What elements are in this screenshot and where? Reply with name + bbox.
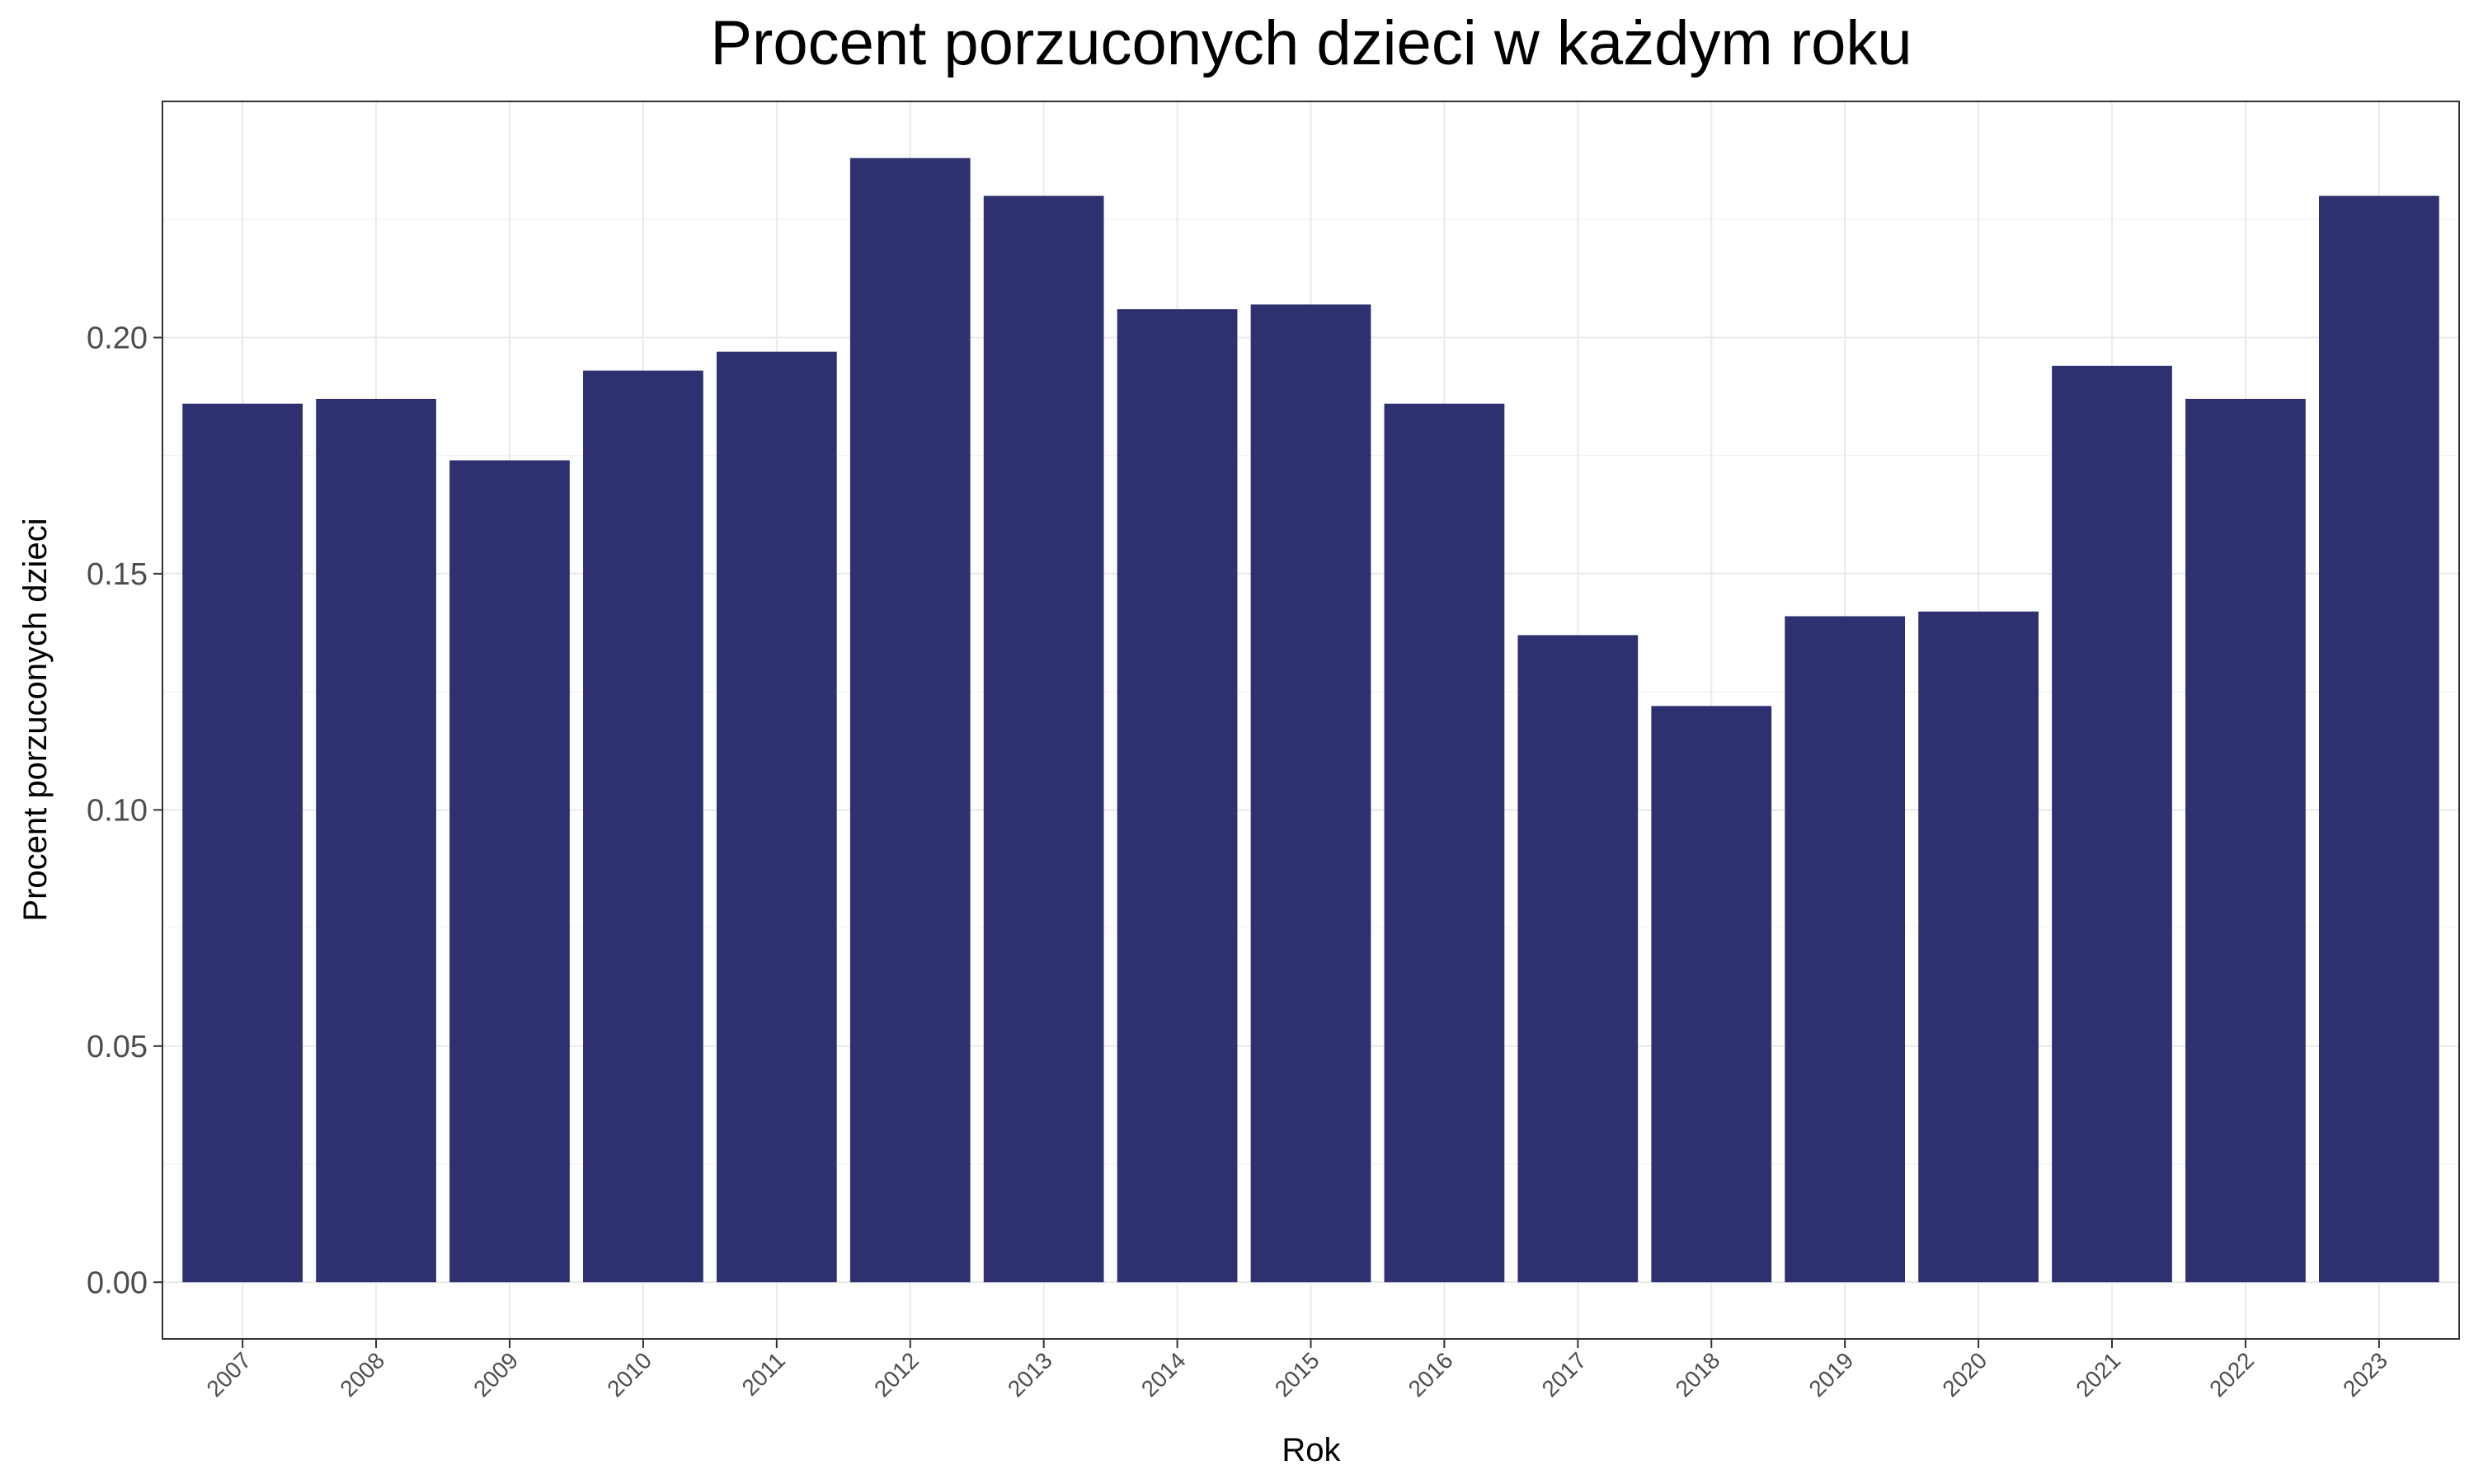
chart-title: Procent porzuconych dzieci w każdym roku	[710, 8, 1912, 78]
y-tick-label: 0.15	[87, 557, 148, 592]
bar-2013	[983, 195, 1104, 1283]
bar-2015	[1250, 304, 1371, 1283]
bar-2012	[849, 157, 971, 1283]
x-tick-label: 2021	[2071, 1347, 2125, 1402]
x-tick-label: 2023	[2338, 1347, 2392, 1402]
x-tick-label: 2015	[1270, 1347, 1324, 1402]
x-tick-label: 2022	[2204, 1347, 2259, 1402]
x-tick-label: 2014	[1136, 1347, 1191, 1402]
x-tick-label: 2013	[1003, 1347, 1057, 1402]
x-tick-label: 2008	[335, 1347, 389, 1402]
x-tick-label: 2007	[201, 1347, 256, 1402]
bar-2011	[716, 351, 837, 1283]
x-axis: 2007 2008 2009 2010 2011 2012 2013 2014 2015 2016…	[201, 1339, 2392, 1402]
bar-2016	[1384, 403, 1505, 1283]
x-tick-label: 2016	[1404, 1347, 1458, 1402]
bars	[182, 157, 2439, 1283]
y-axis: 0.00 0.05 0.10 0.15 0.20	[87, 321, 162, 1300]
bar-2007	[182, 403, 303, 1283]
bar-2008	[316, 398, 436, 1283]
y-tick-label: 0.00	[87, 1266, 148, 1300]
bar-2021	[2052, 365, 2172, 1283]
x-tick-label: 2019	[1804, 1347, 1858, 1402]
x-axis-title: Rok	[1282, 1432, 1341, 1468]
x-tick-label: 2017	[1537, 1347, 1592, 1402]
x-tick-label: 2011	[737, 1347, 791, 1401]
bar-2009	[449, 460, 570, 1283]
x-tick-label: 2012	[869, 1347, 924, 1402]
bar-2014	[1117, 309, 1238, 1283]
bar-2018	[1651, 706, 1772, 1283]
x-tick-label: 2009	[468, 1347, 523, 1402]
x-tick-label: 2010	[602, 1347, 656, 1402]
x-tick-label: 2018	[1671, 1347, 1725, 1402]
bar-2023	[2318, 195, 2439, 1283]
y-axis-title: Procent porzuconych dzieci	[17, 518, 54, 921]
x-tick-label: 2020	[1937, 1347, 1992, 1402]
bar-2022	[2185, 398, 2306, 1283]
y-tick-label: 0.20	[87, 321, 148, 355]
y-tick-label: 0.05	[87, 1030, 148, 1064]
bar-2010	[583, 370, 703, 1283]
y-tick-label: 0.10	[87, 793, 148, 828]
bar-2020	[1918, 611, 2039, 1283]
bar-2019	[1785, 616, 1906, 1283]
bar-2017	[1517, 635, 1639, 1283]
